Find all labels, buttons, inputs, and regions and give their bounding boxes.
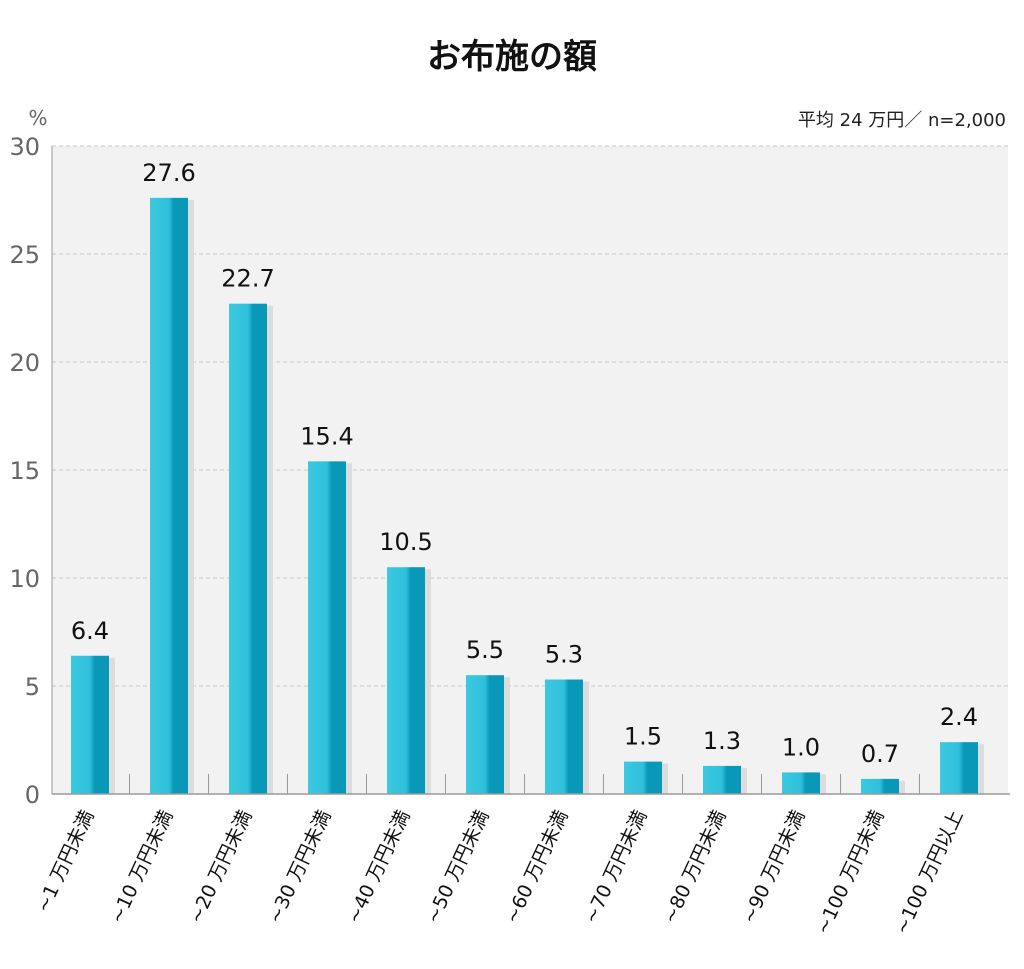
x-tick-label: ~100 万円未満	[812, 807, 889, 938]
grid-lines	[52, 145, 1008, 687]
bar	[782, 772, 820, 794]
y-axis-ticks: 0 5 10 15 20 25 30	[9, 133, 40, 809]
value-label: 2.4	[940, 703, 978, 731]
bar	[71, 655, 109, 794]
x-tick-label: ~70 万円未満	[580, 807, 652, 927]
value-label: 1.0	[782, 733, 820, 761]
x-tick-label: ~100 万円以上	[891, 807, 968, 938]
y-tick-label: 5	[25, 673, 40, 701]
x-tick-label: ~20 万円未満	[185, 807, 257, 927]
x-tick-label: ~80 万円未満	[659, 807, 731, 927]
bar	[940, 742, 978, 794]
value-label: 0.7	[861, 740, 899, 768]
y-tick-label: 15	[9, 457, 40, 485]
x-tick-label: ~10 万円未満	[106, 807, 178, 927]
x-tick-label: ~30 万円未満	[264, 807, 336, 927]
chart-title: お布施の額	[427, 37, 597, 77]
x-tick-label: ~60 万円未満	[501, 807, 573, 927]
x-tick-label: ~50 万円未満	[422, 807, 494, 927]
value-label: 1.3	[703, 727, 741, 755]
value-label: 27.6	[142, 159, 195, 187]
bar	[387, 567, 425, 794]
bar	[545, 679, 583, 794]
y-unit-label: %	[28, 106, 47, 130]
bar	[308, 461, 346, 794]
x-axis-ticks	[129, 774, 920, 794]
y-tick-label: 30	[9, 133, 40, 161]
bar	[703, 765, 741, 794]
y-tick-label: 25	[9, 241, 40, 269]
value-label: 5.5	[466, 636, 504, 664]
x-tick-label: ~1 万円未満	[32, 807, 98, 916]
bar	[229, 303, 267, 794]
value-label: 10.5	[379, 528, 432, 556]
x-axis-labels: ~1 万円未満 ~10 万円未満 ~20 万円未満 ~30 万円未満 ~40 万円未満 ~…	[32, 807, 967, 938]
bar	[624, 761, 662, 794]
bar	[861, 778, 899, 794]
chart-note: 平均 24 万円／ n=2,000	[798, 110, 1006, 131]
value-labels: 6.4 27.6 22.7 15.4 10.5 5.5 5.3 1.5 1.3 1.0 0.7 2.4	[71, 159, 978, 768]
x-tick-label: ~90 万円未満	[738, 807, 810, 927]
bars	[71, 197, 984, 795]
value-label: 5.3	[545, 641, 583, 669]
y-tick-label: 10	[9, 565, 40, 593]
y-tick-label: 0	[25, 781, 40, 809]
value-label: 6.4	[71, 617, 109, 645]
bar	[150, 197, 188, 795]
value-label: 15.4	[300, 422, 353, 450]
bar	[466, 675, 504, 794]
x-tick-label: ~40 万円未満	[343, 807, 415, 927]
value-label: 1.5	[624, 723, 662, 751]
y-tick-label: 20	[9, 349, 40, 377]
value-label: 22.7	[221, 265, 274, 293]
